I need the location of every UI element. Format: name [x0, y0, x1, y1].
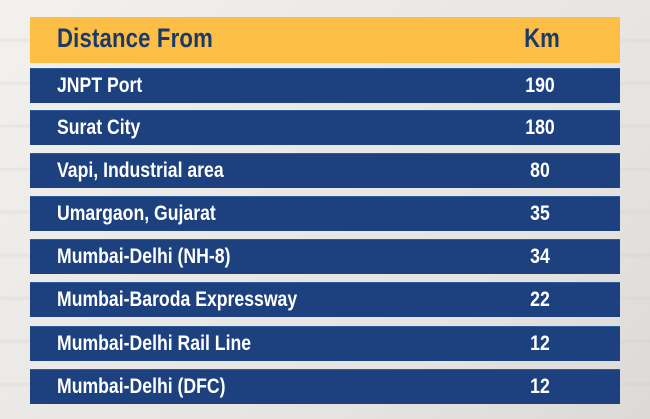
row-label: JNPT Port	[57, 74, 143, 97]
row-km: 35	[530, 202, 550, 225]
table-row: Mumbai-Baroda Expressway 22	[30, 282, 620, 317]
row-label: Umargaon, Gujarat	[57, 202, 216, 225]
table-row: Mumbai-Delhi (DFC) 12	[30, 369, 620, 404]
row-km: 190	[525, 74, 555, 97]
distance-table: Distance From Km JNPT Port 190 Surat Cit…	[30, 17, 620, 404]
row-km: 34	[530, 245, 550, 268]
row-label: Mumbai-Delhi (DFC)	[57, 375, 226, 398]
table-row: Vapi, Industrial area 80	[30, 153, 620, 188]
table-row: Mumbai-Delhi Rail Line 12	[30, 326, 620, 361]
row-km: 80	[530, 159, 550, 182]
table-header: Distance From Km	[30, 17, 620, 63]
row-km: 12	[530, 375, 550, 398]
row-km: 180	[525, 116, 555, 139]
row-label: Vapi, Industrial area	[57, 159, 224, 182]
row-label: Mumbai-Delhi Rail Line	[57, 332, 252, 355]
row-label: Mumbai-Delhi (NH-8)	[57, 245, 231, 268]
row-label: Mumbai-Baroda Expressway	[57, 288, 298, 311]
table-row: Surat City 180	[30, 110, 620, 145]
table-row: Umargaon, Gujarat 35	[30, 196, 620, 231]
header-km: Km	[524, 23, 560, 53]
row-km: 12	[530, 332, 550, 355]
table-row: Mumbai-Delhi (NH-8) 34	[30, 239, 620, 274]
row-km: 22	[530, 288, 550, 311]
row-label: Surat City	[57, 116, 141, 139]
header-distance-from: Distance From	[57, 23, 213, 53]
table-row: JNPT Port 190	[30, 68, 620, 103]
